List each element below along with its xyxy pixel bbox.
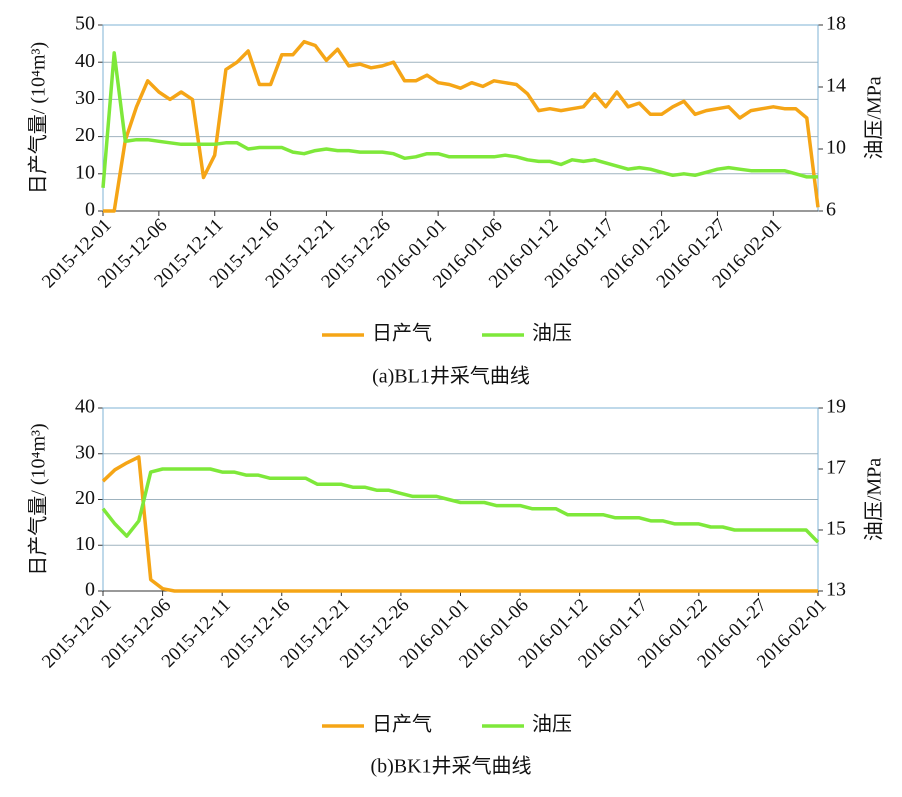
- y-axis-label: 日产气量/ (10⁴m³): [27, 42, 50, 194]
- y-tick-label: 20: [75, 124, 95, 146]
- y-tick-label: 40: [75, 396, 95, 418]
- y2-tick-label: 18: [826, 13, 846, 35]
- y-tick-label: 50: [75, 13, 95, 35]
- y-tick-label: 20: [75, 487, 95, 509]
- y-axis-label: 日产气量/ (10⁴m³): [27, 423, 50, 575]
- series-line: [101, 455, 818, 593]
- y2-tick-label: 13: [826, 579, 846, 601]
- series-line: [101, 467, 820, 544]
- y-tick-label: 10: [75, 533, 95, 555]
- plot-frame: [102, 24, 819, 212]
- y2-tick-label: 15: [826, 518, 846, 540]
- y-tick-label: 10: [75, 161, 95, 183]
- caption: (b)BK1井采气曲线: [370, 755, 531, 778]
- y2-tick-label: 10: [826, 137, 846, 159]
- y-tick-label: 30: [75, 87, 95, 109]
- series-line: [101, 51, 818, 188]
- y-tick-label: 0: [85, 579, 95, 601]
- y-tick-label: 40: [75, 50, 95, 72]
- legend-label: 日产气: [372, 322, 432, 345]
- y2-axis-label: 油压/MPa: [863, 458, 886, 541]
- y2-tick-label: 6: [826, 199, 836, 221]
- y-tick-label: 0: [85, 199, 95, 221]
- legend-label: 油压: [532, 322, 572, 345]
- y2-axis-label: 油压/MPa: [863, 76, 886, 159]
- y2-tick-label: 17: [826, 457, 846, 479]
- legend-label: 日产气: [372, 713, 432, 736]
- y2-tick-label: 14: [826, 75, 846, 97]
- caption: (a)BL1井采气曲线: [372, 365, 530, 388]
- legend-label: 油压: [532, 713, 572, 736]
- y2-tick-label: 19: [826, 396, 846, 418]
- y-tick-label: 30: [75, 441, 95, 463]
- series-line: [103, 39, 820, 213]
